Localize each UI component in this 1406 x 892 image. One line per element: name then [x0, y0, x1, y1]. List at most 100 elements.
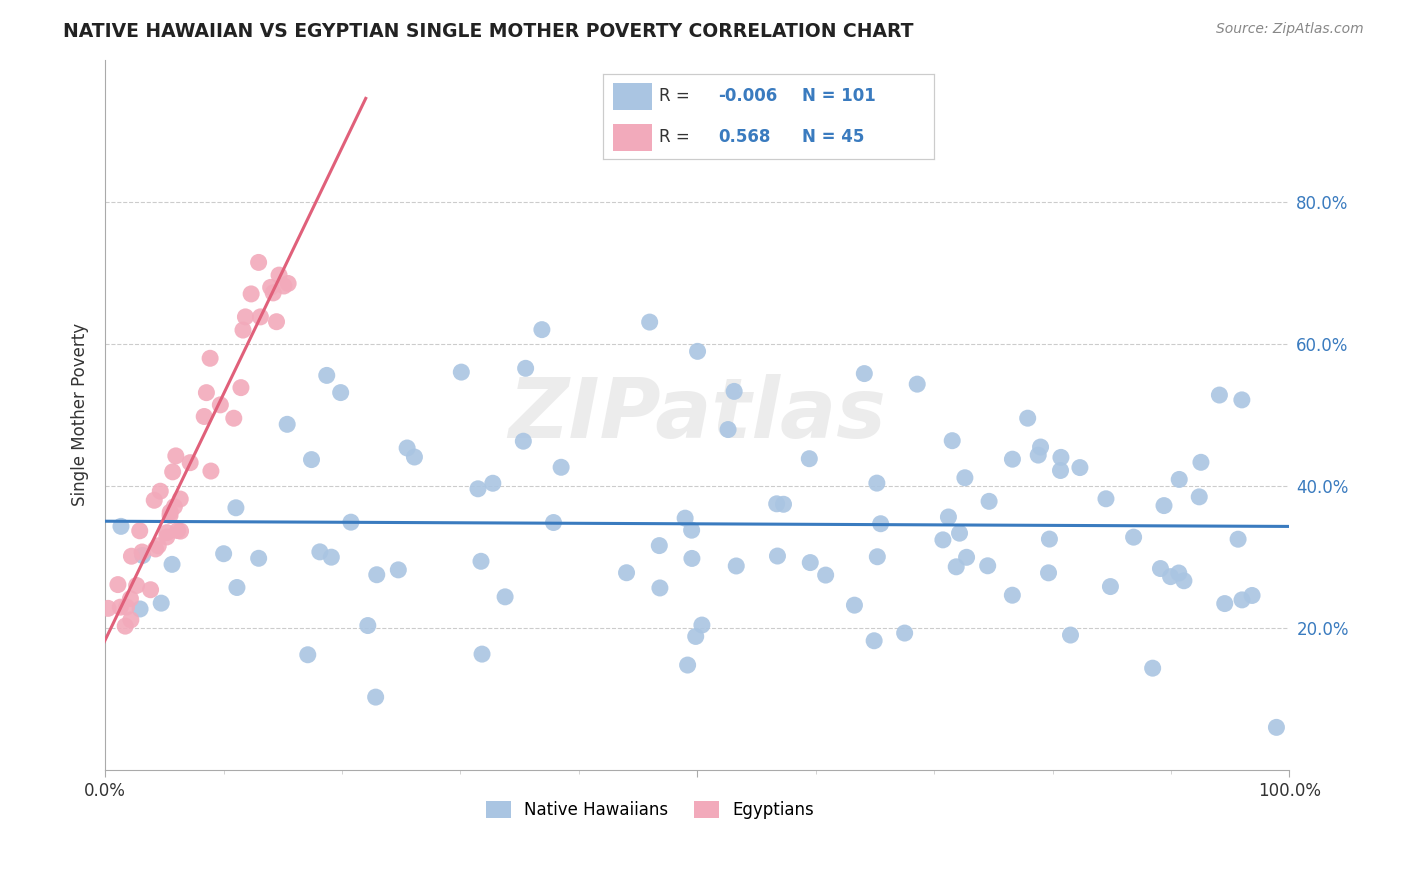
- Point: [165, 449, 187, 463]
- Point: [156, 530, 179, 544]
- Point: [357, 618, 380, 632]
- Point: [163, 500, 186, 514]
- Point: [638, 315, 661, 329]
- Point: [766, 549, 789, 563]
- Point: [266, 315, 288, 329]
- Point: [976, 558, 998, 573]
- Point: [166, 524, 188, 538]
- Point: [1213, 597, 1236, 611]
- Point: [249, 310, 271, 324]
- Point: [198, 351, 221, 366]
- Point: [97, 601, 120, 615]
- Point: [169, 491, 191, 506]
- Point: [115, 600, 138, 615]
- Point: [470, 554, 492, 568]
- Point: [169, 524, 191, 538]
- Point: [844, 598, 866, 612]
- Point: [1189, 455, 1212, 469]
- Point: [977, 494, 1000, 508]
- Point: [673, 511, 696, 525]
- Point: [799, 556, 821, 570]
- Point: [648, 581, 671, 595]
- Point: [530, 323, 553, 337]
- Point: [209, 398, 232, 412]
- Point: [149, 484, 172, 499]
- Point: [226, 581, 249, 595]
- Text: Source: ZipAtlas.com: Source: ZipAtlas.com: [1216, 22, 1364, 37]
- Point: [685, 629, 707, 643]
- Point: [193, 409, 215, 424]
- Point: [948, 526, 970, 541]
- Point: [863, 633, 886, 648]
- Point: [277, 277, 299, 291]
- Point: [162, 465, 184, 479]
- Point: [866, 549, 889, 564]
- Point: [467, 482, 489, 496]
- Point: [159, 505, 181, 519]
- Point: [120, 549, 142, 564]
- Point: [515, 361, 537, 376]
- Point: [1208, 388, 1230, 402]
- Point: [232, 323, 254, 337]
- Point: [114, 619, 136, 633]
- Point: [725, 559, 748, 574]
- Point: [853, 367, 876, 381]
- Point: [404, 450, 426, 464]
- Point: [160, 558, 183, 572]
- Point: [145, 541, 167, 556]
- Point: [340, 515, 363, 529]
- Point: [905, 377, 928, 392]
- Point: [200, 464, 222, 478]
- Point: [1122, 530, 1144, 544]
- Point: [387, 563, 409, 577]
- Point: [1095, 491, 1118, 506]
- Point: [938, 510, 960, 524]
- Point: [1038, 532, 1060, 546]
- Point: [512, 434, 534, 449]
- Point: [297, 648, 319, 662]
- Point: [1241, 589, 1264, 603]
- Point: [212, 547, 235, 561]
- Point: [482, 476, 505, 491]
- Point: [494, 590, 516, 604]
- Point: [315, 368, 337, 383]
- Point: [1142, 661, 1164, 675]
- Point: [932, 533, 955, 547]
- Point: [364, 690, 387, 705]
- Point: [1001, 452, 1024, 467]
- Point: [125, 578, 148, 592]
- Point: [1050, 450, 1073, 465]
- Point: [1001, 588, 1024, 602]
- Point: [471, 647, 494, 661]
- Point: [260, 280, 283, 294]
- Point: [110, 600, 132, 615]
- Point: [120, 613, 142, 627]
- Point: [131, 545, 153, 559]
- Y-axis label: Single Mother Poverty: Single Mother Poverty: [72, 323, 89, 507]
- Point: [1069, 460, 1091, 475]
- Point: [225, 500, 247, 515]
- Point: [301, 452, 323, 467]
- Point: [107, 577, 129, 591]
- Point: [450, 365, 472, 379]
- Point: [148, 539, 170, 553]
- Point: [955, 550, 977, 565]
- Point: [1230, 392, 1253, 407]
- Point: [1059, 628, 1081, 642]
- Text: ZIPatlas: ZIPatlas: [509, 375, 886, 455]
- Point: [616, 566, 638, 580]
- Point: [953, 471, 976, 485]
- Point: [156, 525, 179, 540]
- Point: [309, 545, 332, 559]
- Point: [676, 658, 699, 673]
- Point: [941, 434, 963, 448]
- Point: [723, 384, 745, 399]
- Point: [893, 626, 915, 640]
- Point: [1173, 574, 1195, 588]
- Legend: Native Hawaiians, Egyptians: Native Hawaiians, Egyptians: [479, 794, 820, 826]
- Point: [235, 310, 257, 324]
- Point: [765, 497, 787, 511]
- Point: [681, 551, 703, 566]
- Point: [1026, 448, 1049, 462]
- Point: [690, 618, 713, 632]
